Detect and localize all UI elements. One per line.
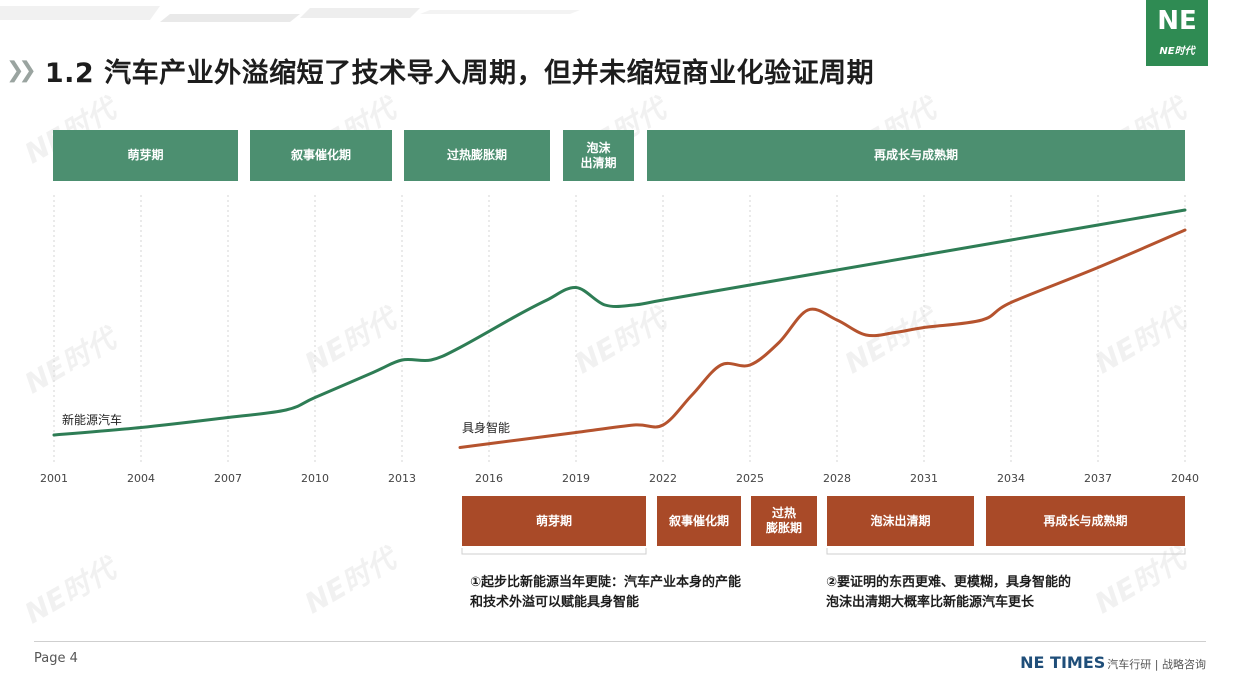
x-tick-label: 2040 (1171, 472, 1199, 485)
logo-text: NE时代 (1159, 46, 1195, 57)
phase-label: 再成长与成熟期 (873, 148, 958, 162)
phase-label: 泡沫 出清期 (580, 140, 617, 170)
top-phase-regrowth: 再成长与成熟期 (647, 130, 1185, 181)
top-phase-narrative: 叙事催化期 (250, 130, 392, 181)
x-tick-label: 2034 (997, 472, 1025, 485)
footer-brand: NE TIMES 汽车行研 | 战略咨询 (1020, 653, 1206, 672)
embodied-ai-series-label: 具身智能 (462, 420, 510, 435)
phase-label: 叙事催化期 (668, 513, 729, 528)
brand-name: NE TIMES (1020, 653, 1106, 672)
phase-label: 泡沫出清期 (870, 513, 931, 528)
page-title: 1.2 汽车产业外溢缩短了技术导入周期，但并未缩短商业化验证周期 (44, 57, 875, 89)
top-phase-bubble-clear: 泡沫 出清期 (563, 130, 634, 181)
nev-series-label: 新能源汽车 (62, 412, 122, 427)
note-left: ①起步比新能源当年更陡：汽车产业本身的产能 和技术外溢可以赋能具身智能 (470, 575, 742, 610)
phase-label: 萌芽期 (127, 148, 164, 162)
x-tick-label: 2004 (127, 472, 155, 485)
phase-label: 叙事催化期 (290, 148, 351, 162)
x-tick-label: 2010 (301, 472, 329, 485)
x-tick-label: 2028 (823, 472, 851, 485)
x-tick-label: 2001 (40, 472, 68, 485)
x-tick-label: 2025 (736, 472, 764, 485)
x-tick-label: 2019 (562, 472, 590, 485)
footer-divider (34, 641, 1206, 642)
x-tick-label: 2016 (475, 472, 503, 485)
top-phase-overheat: 过热膨胀期 (404, 130, 550, 181)
x-tick-label: 2031 (910, 472, 938, 485)
nev-series-line (52, 208, 1187, 437)
bottom-phase-narrative: 叙事催化期 (657, 496, 741, 546)
phase-label: 过热 膨胀期 (765, 506, 802, 535)
x-tick-label: 2007 (214, 472, 242, 485)
bottom-phase-sprout: 萌芽期 (462, 496, 646, 546)
x-tick-label: 2022 (649, 472, 677, 485)
bottom-phase-regrowth: 再成长与成熟期 (986, 496, 1185, 546)
x-tick-label: 2037 (1084, 472, 1112, 485)
phase-label: 萌芽期 (535, 513, 572, 528)
top-decoration (0, 6, 580, 22)
phase-label: 过热膨胀期 (446, 148, 507, 162)
embodied-ai-series-line (458, 228, 1187, 449)
brand-tagline: 汽车行研 | 战略咨询 (1107, 658, 1206, 671)
note-right: ②要证明的东西更难、更模糊，具身智能的 泡沫出清期大概率比新能源汽车更长 (826, 575, 1072, 610)
top-phase-sprout: 萌芽期 (53, 130, 238, 181)
page-number: Page 4 (34, 651, 78, 666)
bottom-phase-bubble-clear: 泡沫出清期 (827, 496, 974, 546)
x-tick-label: 2013 (388, 472, 416, 485)
phase-label: 再成长与成熟期 (1043, 513, 1128, 528)
brand-logo: NE NE时代 (1146, 0, 1208, 66)
title-row: ❯❯ 1.2 汽车产业外溢缩短了技术导入周期，但并未缩短商业化验证周期 (6, 50, 874, 90)
logo-mark: NE (1157, 6, 1197, 36)
bottom-phase-overheat: 过热 膨胀期 (751, 496, 817, 546)
